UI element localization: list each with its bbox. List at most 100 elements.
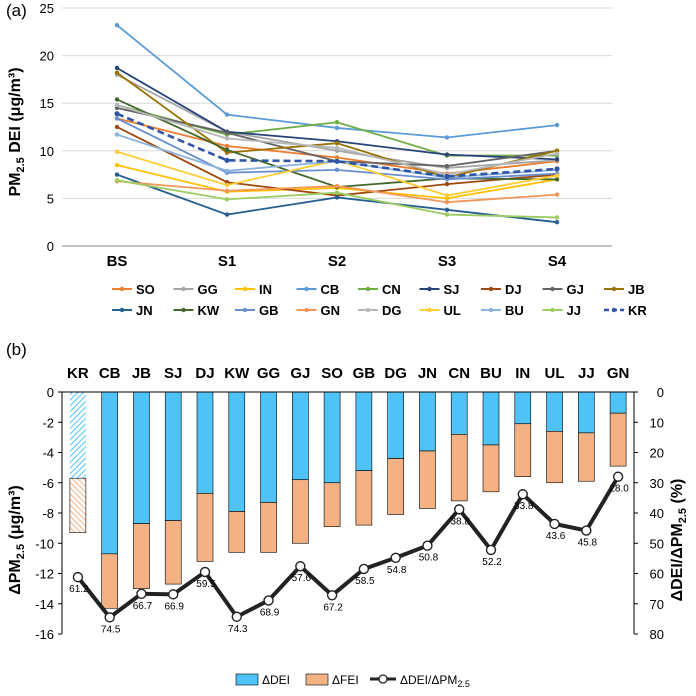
y-tick-label: 0 <box>47 385 54 400</box>
panel-b-ratio-line: 61.2 74.5 66.7 66.9 59.5 74.3 68.9 57.6 67.2 58.5… <box>69 471 629 635</box>
legend-item-cn: CN <box>358 282 401 297</box>
bar-dei <box>228 391 246 512</box>
ratio-value-label: 45.8 <box>578 538 598 549</box>
ratio-point <box>422 540 433 551</box>
y-tick-label: 0 <box>47 239 54 254</box>
legend-item-jb: JB <box>604 282 645 297</box>
bar-fei <box>164 520 182 585</box>
category-label: GG <box>257 365 280 382</box>
legend-label: GB <box>259 303 279 318</box>
bar-dei <box>260 391 277 503</box>
y-tick-label: -6 <box>42 476 54 491</box>
legend-label: CB <box>321 282 340 297</box>
data-point <box>114 111 120 117</box>
legend-item-dei: ΔDEI <box>235 673 290 687</box>
legend-label: DG <box>382 303 402 318</box>
bar-fei <box>419 450 436 509</box>
legend-marker <box>365 286 371 292</box>
bar-group-jn <box>419 391 436 509</box>
bar-dei <box>101 391 118 555</box>
data-point <box>334 158 340 164</box>
bar-dei <box>578 391 595 434</box>
panel-b-right-y-axis-label: ΔDEI/ΔPM2.5 (%) <box>669 479 689 602</box>
bar-dei <box>609 391 627 414</box>
legend-item-gg: GG <box>173 282 218 297</box>
legend-marker <box>427 286 432 292</box>
ratio-point <box>454 504 465 515</box>
legend-item-dj: DJ <box>481 282 522 297</box>
y-tick-label: -10 <box>35 536 54 551</box>
category-label: DG <box>384 365 407 382</box>
bar-fei <box>260 502 277 553</box>
ratio-value-label: 43.6 <box>546 531 566 542</box>
legend-item-ul: UL <box>419 303 461 318</box>
x-tick-label: S4 <box>548 253 567 270</box>
bar-fei <box>323 482 341 527</box>
legend-label: DJ <box>505 282 522 297</box>
data-point <box>114 172 120 177</box>
data-point <box>334 140 340 146</box>
data-point <box>224 157 230 163</box>
legend-marker <box>550 307 555 313</box>
bar-dei <box>355 391 373 471</box>
legend-item-kw: KW <box>173 303 220 318</box>
data-point <box>114 149 120 154</box>
legend-swatch <box>235 673 259 686</box>
ratio-point <box>390 552 401 563</box>
bar-group-so <box>323 391 341 527</box>
data-point <box>554 166 560 172</box>
bar-dei <box>69 392 86 479</box>
legend-item-in: IN <box>235 282 272 297</box>
right-y-tick-label: 80 <box>650 627 664 642</box>
bar-fei <box>196 493 214 562</box>
data-point <box>444 207 450 213</box>
bar-fei <box>514 423 532 478</box>
ratio-point <box>295 561 306 572</box>
data-point <box>114 22 120 28</box>
data-point <box>334 195 340 200</box>
data-point <box>554 220 560 225</box>
category-label: GN <box>607 365 630 382</box>
data-point <box>444 181 450 187</box>
bar-fei <box>355 470 373 526</box>
bar-dei <box>482 391 500 446</box>
panel-a-y-ticks: 0 5 10 15 20 25 <box>40 1 54 254</box>
data-point <box>444 212 450 217</box>
panel-b-category-labels: KR CB JB SJ DJ KW GG GJ SO GB DG JN CN BU IN UL JJ GN <box>67 365 629 382</box>
ratio-value-label: 74.5 <box>101 624 121 635</box>
panel-a-label: (a) <box>6 1 27 20</box>
bar-dei <box>419 391 436 452</box>
x-tick-label: BS <box>107 253 128 270</box>
right-y-tick-label: 50 <box>650 536 664 551</box>
bar-dei <box>323 391 341 484</box>
legend-item-fei: ΔFEI <box>305 673 359 687</box>
ratio-value-label: 67.2 <box>323 602 343 613</box>
bar-group-kw <box>228 391 246 553</box>
legend-label-main: ΔDEI/ΔPM <box>400 673 457 687</box>
panel-a-y-axis-label: PM2.5 DEI (μg/m³) <box>7 67 27 196</box>
ratio-point <box>199 566 211 578</box>
bar-dei <box>196 391 214 494</box>
right-y-tick-label: 10 <box>650 415 664 430</box>
data-point <box>554 157 560 162</box>
legend-item-jj: JJ <box>542 303 581 318</box>
y-tick-label: -4 <box>42 446 54 461</box>
panel-a-legend: SO GG IN CB CN SJ DJ GJ JB JN KW GB GN DG UL BU JJ KR <box>112 282 647 318</box>
data-point <box>114 97 120 102</box>
data-point <box>224 168 230 173</box>
bar-fei <box>101 553 118 609</box>
data-point <box>554 192 560 197</box>
bar-fei <box>387 458 404 515</box>
legend-label: JJ <box>567 303 581 318</box>
bar-fei <box>228 511 246 553</box>
data-point <box>224 212 230 217</box>
data-point <box>444 173 450 180</box>
data-point <box>114 70 120 75</box>
data-point <box>334 190 340 195</box>
right-y-tick-label: 0 <box>657 385 664 400</box>
bar-fei <box>450 434 468 502</box>
ratio-point <box>326 590 338 601</box>
panel-b-y-ticks: 0 -2 -4 -6 -8 -10 -12 -14 -16 <box>35 385 62 642</box>
panel-a-series <box>114 22 560 225</box>
